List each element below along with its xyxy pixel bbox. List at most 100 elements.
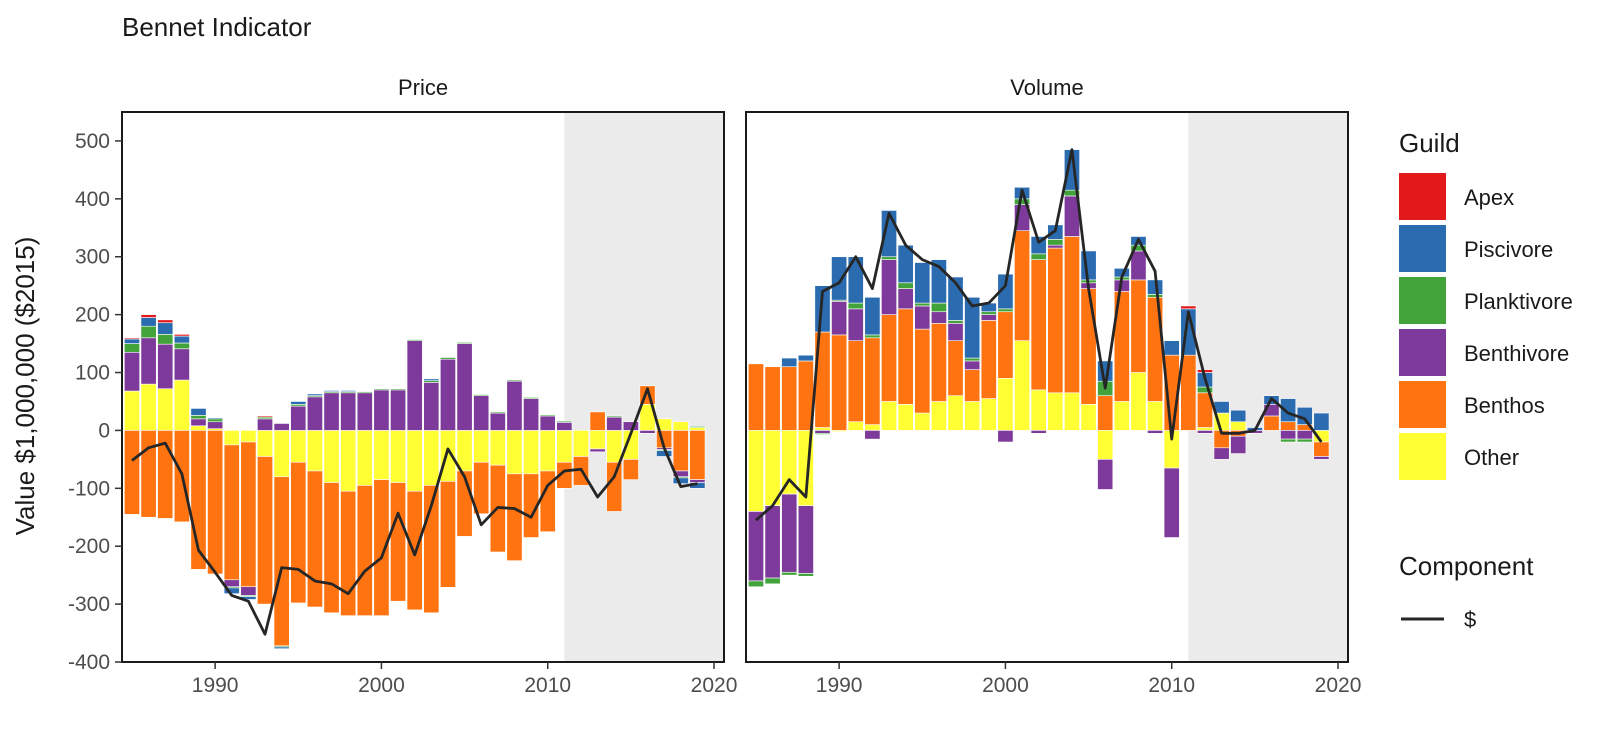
bar-price-benthos-1997 bbox=[323, 482, 340, 614]
bar-price-benthos-1992 bbox=[240, 441, 257, 588]
bar-price-planktivore-2019 bbox=[689, 426, 706, 428]
bar-price-other-2013 bbox=[589, 430, 606, 450]
bar-volume-benthivore-2013 bbox=[1213, 447, 1230, 460]
bar-price-planktivore-2005 bbox=[456, 342, 473, 344]
legend-label-benthivore: Benthivore bbox=[1464, 341, 1569, 366]
y-tick-label: 100 bbox=[75, 362, 110, 385]
bar-price-benthos-2000 bbox=[373, 479, 390, 616]
panel-volume: Volume 1990 2000 2010 2020 bbox=[745, 75, 1361, 697]
bar-volume-planktivore-2000 bbox=[997, 308, 1014, 313]
panel-border bbox=[121, 111, 725, 663]
bar-volume-planktivore-1996 bbox=[930, 302, 947, 313]
bar-price-benthivore-2006 bbox=[473, 395, 490, 431]
bar-volume-planktivore-1997 bbox=[947, 320, 964, 324]
bar-price-piscivore-1987 bbox=[157, 322, 174, 335]
bar-price-benthivore-1988 bbox=[173, 348, 190, 381]
bar-price-other-1989 bbox=[190, 425, 207, 431]
bar-price-benthivore-2003 bbox=[423, 382, 440, 431]
bar-price-benthivore-2007 bbox=[489, 412, 506, 431]
bar-volume-planktivore-1999 bbox=[980, 311, 997, 315]
bar-volume-benthivore-2017 bbox=[1280, 430, 1297, 440]
bar-volume-benthivore-1998 bbox=[964, 360, 981, 370]
bar-volume-benthivore-2003 bbox=[1047, 244, 1064, 249]
legend-title-guild: Guild bbox=[1399, 128, 1460, 158]
bar-volume-benthivore-1995 bbox=[914, 305, 931, 330]
bar-price-benthos-2001 bbox=[390, 482, 407, 602]
bar-volume-planktivore-2017 bbox=[1280, 438, 1297, 443]
bar-price-benthivore-2016 bbox=[639, 430, 656, 434]
bar-volume-piscivore-1998 bbox=[964, 296, 981, 359]
bar-price-benthivore-1996 bbox=[306, 396, 323, 431]
bar-volume-benthivore-1991 bbox=[847, 308, 864, 341]
bar-price-benthivore-1994 bbox=[273, 423, 290, 431]
bar-price-other-1991 bbox=[223, 430, 240, 446]
bar-volume-benthos-1998 bbox=[964, 369, 981, 402]
bar-volume-other-1999 bbox=[980, 398, 997, 431]
bar-price-planktivore-1999 bbox=[356, 391, 373, 394]
bar-price-benthos-2019 bbox=[689, 430, 706, 480]
bar-price-benthivore-2014 bbox=[606, 416, 623, 431]
bar-price-planktivore-2004 bbox=[439, 357, 456, 360]
bar-price-benthos-1993 bbox=[257, 456, 273, 605]
bar-price-planktivore-1988 bbox=[173, 342, 190, 350]
bar-price-benthivore-2008 bbox=[506, 380, 523, 431]
bar-volume-planktivore-1995 bbox=[914, 302, 931, 307]
shaded-region bbox=[1188, 112, 1348, 662]
bar-price-apex-1986 bbox=[140, 314, 157, 318]
bar-price-other-2012 bbox=[573, 430, 589, 457]
bar-price-benthos-1998 bbox=[340, 490, 357, 616]
bar-volume-other-2006 bbox=[1097, 430, 1114, 460]
bar-volume-benthos-1991 bbox=[847, 340, 864, 423]
bar-price-benthos-1994 bbox=[273, 476, 290, 647]
bar-price-other-2011 bbox=[556, 430, 573, 463]
legend-swatch-apex bbox=[1399, 173, 1446, 220]
bar-volume-other-1986 bbox=[764, 430, 781, 506]
bar-volume-benthos-2002 bbox=[1030, 259, 1047, 391]
bar-price-piscivore-1989 bbox=[190, 408, 207, 416]
bar-price-benthos-2004 bbox=[439, 481, 456, 588]
bar-price-piscivore-1997 bbox=[323, 390, 340, 392]
bar-volume-other-2009 bbox=[1147, 401, 1164, 431]
bar-volume-piscivore-2017 bbox=[1280, 398, 1297, 423]
bar-volume-benthivore-1999 bbox=[980, 314, 997, 321]
bar-volume-benthos-1992 bbox=[864, 337, 881, 425]
bar-volume-benthivore-2018 bbox=[1296, 430, 1313, 440]
bar-price-benthos-1991 bbox=[223, 444, 240, 581]
facet-panels: Price 1990 2000 2010 2020 -400 -300 -200 -100 0 10… bbox=[68, 75, 1361, 697]
bar-price-benthos-2015 bbox=[622, 459, 639, 480]
bar-price-benthivore-2000 bbox=[373, 389, 390, 431]
y-tick-label: -100 bbox=[68, 477, 110, 500]
bar-volume-benthivore-2010 bbox=[1163, 467, 1180, 538]
bar-price-other-1988 bbox=[173, 379, 190, 431]
bar-volume-other-1985 bbox=[748, 430, 764, 512]
bar-price-benthos-2013 bbox=[589, 411, 606, 431]
bar-price-other-1992 bbox=[240, 430, 257, 443]
bar-price-benthos-2009 bbox=[523, 473, 540, 538]
bar-volume-benthos-2005 bbox=[1080, 288, 1097, 405]
bar-volume-other-1991 bbox=[847, 421, 864, 431]
bar-price-benthivore-2002 bbox=[406, 340, 423, 431]
bar-price-piscivore-1995 bbox=[290, 401, 307, 405]
bar-volume-benthivore-1997 bbox=[947, 323, 964, 341]
bar-volume-benthos-2008 bbox=[1130, 279, 1147, 373]
x-tick-label: 1990 bbox=[192, 674, 239, 697]
bar-price-other-2006 bbox=[473, 430, 490, 463]
bar-price-piscivore-2017 bbox=[656, 450, 673, 457]
bar-volume-benthivore-2019 bbox=[1313, 456, 1330, 460]
bar-price-other-1994 bbox=[273, 430, 290, 478]
bar-volume-planktivore-2018 bbox=[1296, 438, 1313, 443]
y-tick-label: -400 bbox=[68, 651, 110, 674]
bar-volume-benthos-2000 bbox=[997, 311, 1014, 379]
bar-price-benthivore-2005 bbox=[456, 343, 473, 431]
bar-price-benthos-1990 bbox=[207, 430, 224, 575]
bar-volume-benthos-2011 bbox=[1180, 354, 1197, 431]
bar-volume-other-1994 bbox=[897, 404, 914, 431]
bar-volume-benthos-2019 bbox=[1313, 441, 1330, 457]
bar-volume-benthos-1999 bbox=[980, 320, 997, 399]
bar-price-benthivore-1986 bbox=[140, 337, 157, 385]
bar-price-benthivore-1987 bbox=[157, 343, 174, 390]
bar-volume-piscivore-1989 bbox=[814, 285, 831, 333]
bar-volume-planktivore-2003 bbox=[1047, 239, 1064, 246]
bar-price-planktivore-2008 bbox=[506, 379, 523, 382]
